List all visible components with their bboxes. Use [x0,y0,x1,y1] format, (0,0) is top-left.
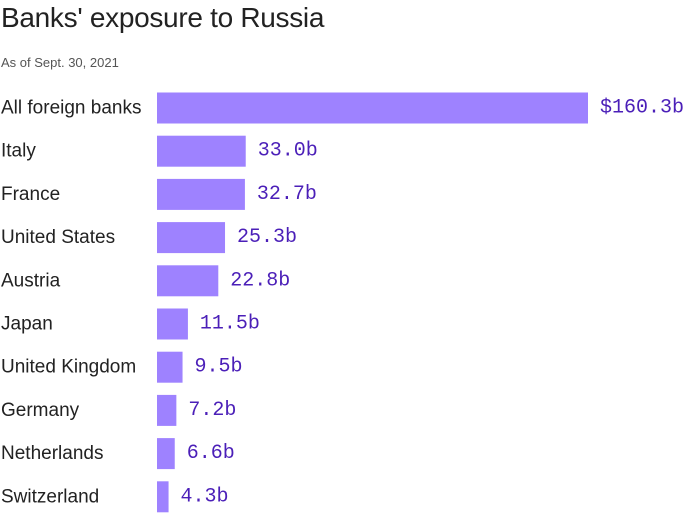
category-label: France [1,184,60,205]
category-label: Japan [1,314,53,335]
value-label: 22.8b [230,269,290,292]
bar [157,222,226,254]
value-label: 6.6b [187,442,235,465]
category-label: Italy [1,141,36,162]
value-label: 7.2b [188,399,236,422]
chart-title: Banks' exposure to Russia [1,2,325,33]
value-label: 4.3b [181,485,229,508]
category-label: All foreign banks [1,98,141,119]
value-label: 25.3b [237,226,297,249]
category-label: United States [1,227,115,248]
category-label: Netherlands [1,443,103,464]
value-label: 32.7b [257,183,317,206]
bar [157,135,246,167]
value-label: $160.3b [600,97,684,120]
chart-subtitle: As of Sept. 30, 2021 [1,55,119,70]
category-label: United Kingdom [1,357,136,378]
category-label: Germany [1,400,80,421]
bar [157,308,188,340]
bar [157,178,245,210]
category-label: Switzerland [1,486,99,507]
value-label: 11.5b [200,313,260,336]
bar [157,394,177,426]
bar [157,481,169,513]
bar [157,351,183,383]
category-label: Austria [1,270,61,291]
value-label: 9.5b [195,356,243,379]
value-label: 33.0b [258,140,318,163]
bar [157,92,588,124]
bar [157,438,175,470]
bar [157,265,219,297]
